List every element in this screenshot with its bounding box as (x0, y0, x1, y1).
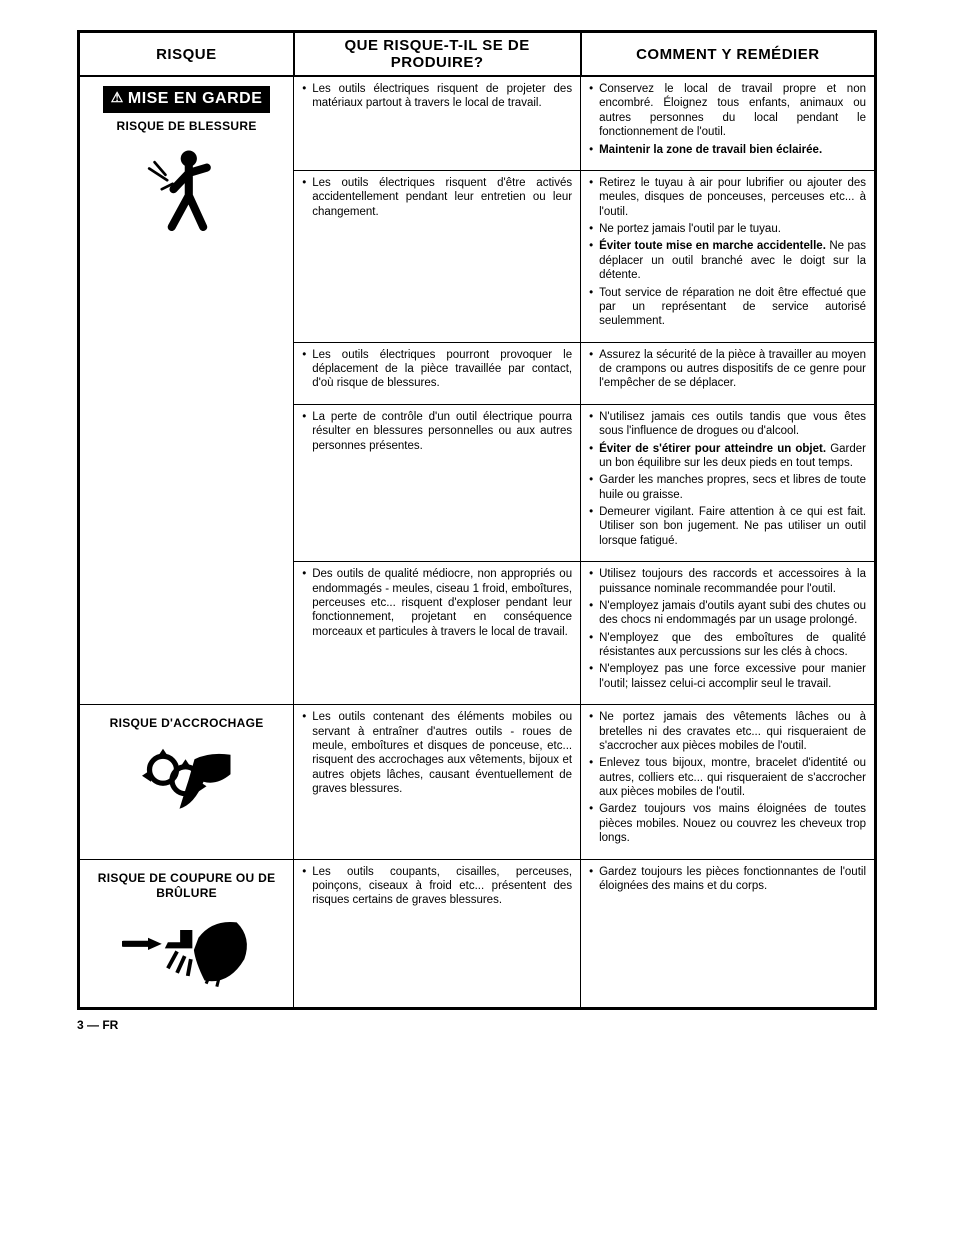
remedy-cell: Assurez la sécurité de la pièce à travai… (581, 342, 876, 404)
table-row: RISQUE DE COUPURE OU DE BRÛLURE Les outi… (79, 859, 876, 1008)
col-header-risk: RISQUE (79, 32, 294, 77)
page-footer: 3 — FR (77, 1018, 877, 1032)
warning-badge: ⚠MISE EN GARDE (103, 86, 271, 113)
table-row: ⚠MISE EN GARDE RISQUE DE BLESSURE Les out… (79, 76, 876, 170)
person-impact-icon (88, 146, 285, 240)
risk-title: RISQUE DE COUPURE OU DE BRÛLURE (88, 871, 285, 901)
cut-burn-icon (88, 913, 285, 997)
hazard-cell: Les outils contenant des éléments mobile… (294, 705, 581, 859)
risk-cell: RISQUE D'ACCROCHAGE (79, 705, 294, 859)
entanglement-icon (88, 743, 285, 817)
remedy-cell: Gardez toujours les pièces fonctionnante… (581, 859, 876, 1008)
table-row: RISQUE D'ACCROCHAGE Les outils contenant… (79, 705, 876, 859)
remedy-cell: Ne portez jamais des vêtements lâches ou… (581, 705, 876, 859)
remedy-cell: N'utilisez jamais ces outils tandis que … (581, 404, 876, 561)
hazard-cell: Les outils électriques risquent de proje… (294, 76, 581, 170)
hazard-cell: Des outils de qualité médiocre, non appr… (294, 562, 581, 705)
remedy-cell: Utilisez toujours des raccords et access… (581, 562, 876, 705)
hazard-cell: Les outils coupants, cisailles, perceuse… (294, 859, 581, 1008)
hazard-cell: La perte de contrôle d'un outil électriq… (294, 404, 581, 561)
safety-table: RISQUE QUE RISQUE-T-IL SE DE PRODUIRE? C… (77, 30, 877, 1010)
risk-cell: ⚠MISE EN GARDE RISQUE DE BLESSURE (79, 76, 294, 705)
remedy-cell: Conservez le local de travail propre et … (581, 76, 876, 170)
col-header-hazard: QUE RISQUE-T-IL SE DE PRODUIRE? (294, 32, 581, 77)
risk-title: RISQUE DE BLESSURE (88, 119, 285, 134)
hazard-cell: Les outils électriques risquent d'être a… (294, 170, 581, 342)
hazard-cell: Les outils électriques pourront provoque… (294, 342, 581, 404)
risk-cell: RISQUE DE COUPURE OU DE BRÛLURE (79, 859, 294, 1008)
remedy-cell: Retirez le tuyau à air pour lubrifier ou… (581, 170, 876, 342)
col-header-fix: COMMENT Y REMÉDIER (581, 32, 876, 77)
risk-title: RISQUE D'ACCROCHAGE (88, 716, 285, 731)
